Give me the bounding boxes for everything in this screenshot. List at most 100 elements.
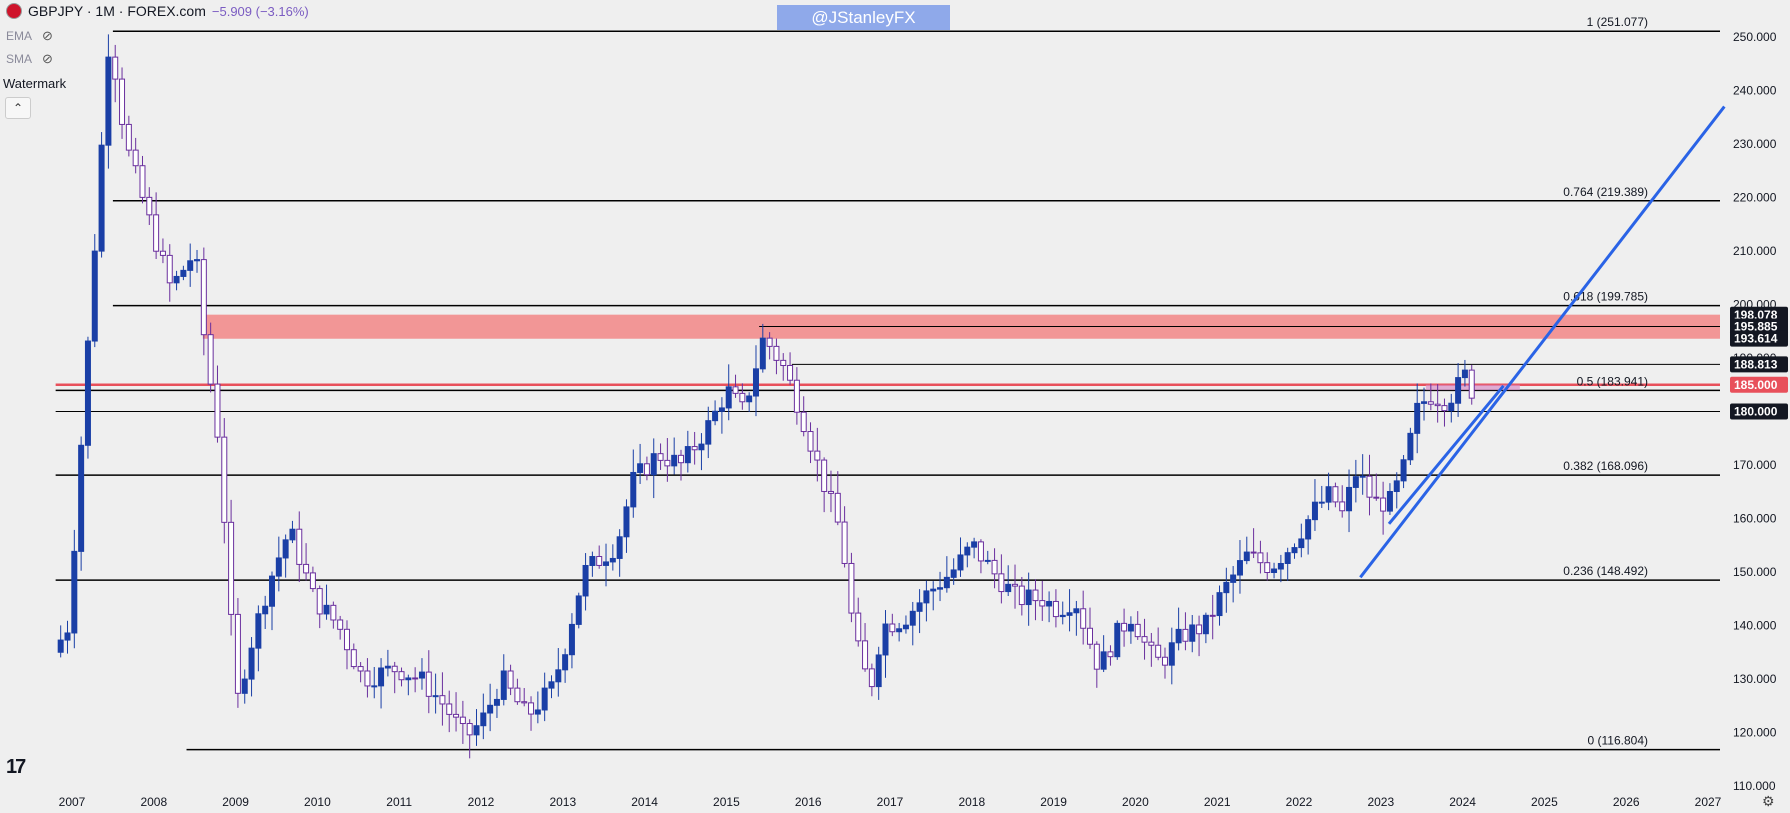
candle-body [1066, 612, 1073, 616]
candle-body [630, 471, 637, 508]
candle-body [316, 588, 323, 615]
candle-body [991, 559, 998, 575]
candle-body [657, 453, 664, 461]
x-axis-tick-label: 2018 [958, 795, 985, 809]
candle-body [357, 666, 364, 672]
candle-body [752, 368, 759, 397]
candle-body [269, 575, 276, 607]
candle-body [1257, 552, 1264, 564]
candle-body [1414, 402, 1421, 434]
candle-body [309, 572, 316, 590]
indicator-sma[interactable]: SMA ⊘ [6, 51, 53, 67]
candle-body [650, 453, 657, 476]
candle-body [166, 254, 173, 284]
candle-body [439, 695, 446, 705]
candle-body [834, 492, 841, 523]
candle-body [1352, 476, 1359, 488]
candle-body [977, 541, 984, 562]
candle-body [759, 337, 766, 370]
price-label-text: 180.000 [1734, 405, 1778, 419]
candle-body [712, 410, 719, 422]
fib-level-label: 0.382 (168.096) [1563, 459, 1648, 473]
candle-body [1230, 574, 1237, 583]
candle-body [453, 713, 460, 718]
candle-body [125, 123, 132, 151]
eye-hidden-icon[interactable]: ⊘ [42, 28, 53, 43]
x-axis-tick-label: 2008 [140, 795, 167, 809]
candle-body [568, 623, 575, 656]
candle-body [732, 386, 739, 394]
author-watermark: @JStanleyFX [777, 5, 950, 30]
tradingview-logo-icon[interactable]: 17 [6, 756, 26, 778]
candle-body [500, 670, 507, 700]
fib-level-label: 0.236 (148.492) [1563, 564, 1648, 578]
candle-body [534, 709, 541, 715]
price-label-text: 193.614 [1734, 332, 1778, 346]
candle-body [671, 454, 678, 467]
fib-level-label: 0.618 (199.785) [1563, 290, 1648, 304]
candle-body [1018, 585, 1025, 606]
x-axis-tick-label: 2022 [1286, 795, 1313, 809]
y-axis-tick-label: 220.000 [1733, 191, 1777, 205]
candle-body [1134, 623, 1141, 638]
candle-body [780, 359, 787, 367]
candle-body [923, 590, 930, 604]
candle-body [1236, 560, 1243, 576]
candle-body [371, 685, 378, 688]
y-axis-tick-label: 140.000 [1733, 619, 1777, 633]
candle-body [391, 665, 398, 673]
collapse-legend-button[interactable]: ⌃ [5, 97, 31, 119]
candle-body [296, 528, 303, 565]
indicator-ema[interactable]: EMA ⊘ [6, 28, 53, 44]
candle-body [180, 269, 187, 277]
candle-body [562, 654, 569, 671]
candle-body [1250, 551, 1257, 554]
y-axis-tick-label: 160.000 [1733, 512, 1777, 526]
x-axis-tick-label: 2026 [1613, 795, 1640, 809]
candle-body [1277, 562, 1284, 570]
candle-body [1243, 551, 1250, 562]
candle-body [282, 539, 289, 559]
candle-body [1012, 583, 1019, 587]
candle-body [1155, 644, 1162, 658]
candle-body [234, 613, 241, 694]
candle-body [1046, 600, 1053, 607]
trendline[interactable] [1387, 384, 1505, 525]
candle-body [1032, 589, 1039, 602]
candle-body [1052, 600, 1059, 618]
candle-body [848, 562, 855, 614]
fib-level-label: 0.5 (183.941) [1577, 374, 1648, 388]
gbp-flag-icon [6, 3, 22, 19]
y-axis-tick-label: 230.000 [1733, 137, 1777, 151]
candle-body [841, 521, 848, 564]
candle-body [84, 340, 91, 446]
fib-level-label: 1 (251.077) [1587, 15, 1648, 29]
candle-body [930, 588, 937, 592]
candle-body [684, 446, 691, 464]
candle-body [1421, 401, 1428, 404]
candle-body [1284, 552, 1291, 564]
candle-body [1039, 600, 1046, 607]
candle-body [112, 56, 119, 80]
candle-body [1202, 614, 1209, 635]
candle-body [882, 623, 889, 656]
candle-body [241, 678, 248, 694]
candle-body [1080, 608, 1087, 629]
trendline[interactable] [1359, 105, 1726, 579]
price-label-text: 195.885 [1734, 320, 1778, 334]
candle-body [596, 556, 603, 566]
candle-body [643, 463, 650, 476]
candle-body [221, 436, 228, 523]
eye-hidden-icon[interactable]: ⊘ [42, 51, 53, 66]
candle-body [1161, 656, 1168, 666]
candle-body [228, 521, 235, 615]
candle-body [493, 698, 500, 706]
candle-body [1339, 501, 1346, 512]
candle-body [555, 669, 562, 683]
symbol-title[interactable]: GBPJPY · 1M · FOREX.com [28, 3, 206, 19]
candle-body [446, 703, 453, 715]
candle-body [937, 587, 944, 590]
settings-gear-icon[interactable]: ⚙ [1762, 793, 1775, 809]
candle-body [943, 576, 950, 589]
